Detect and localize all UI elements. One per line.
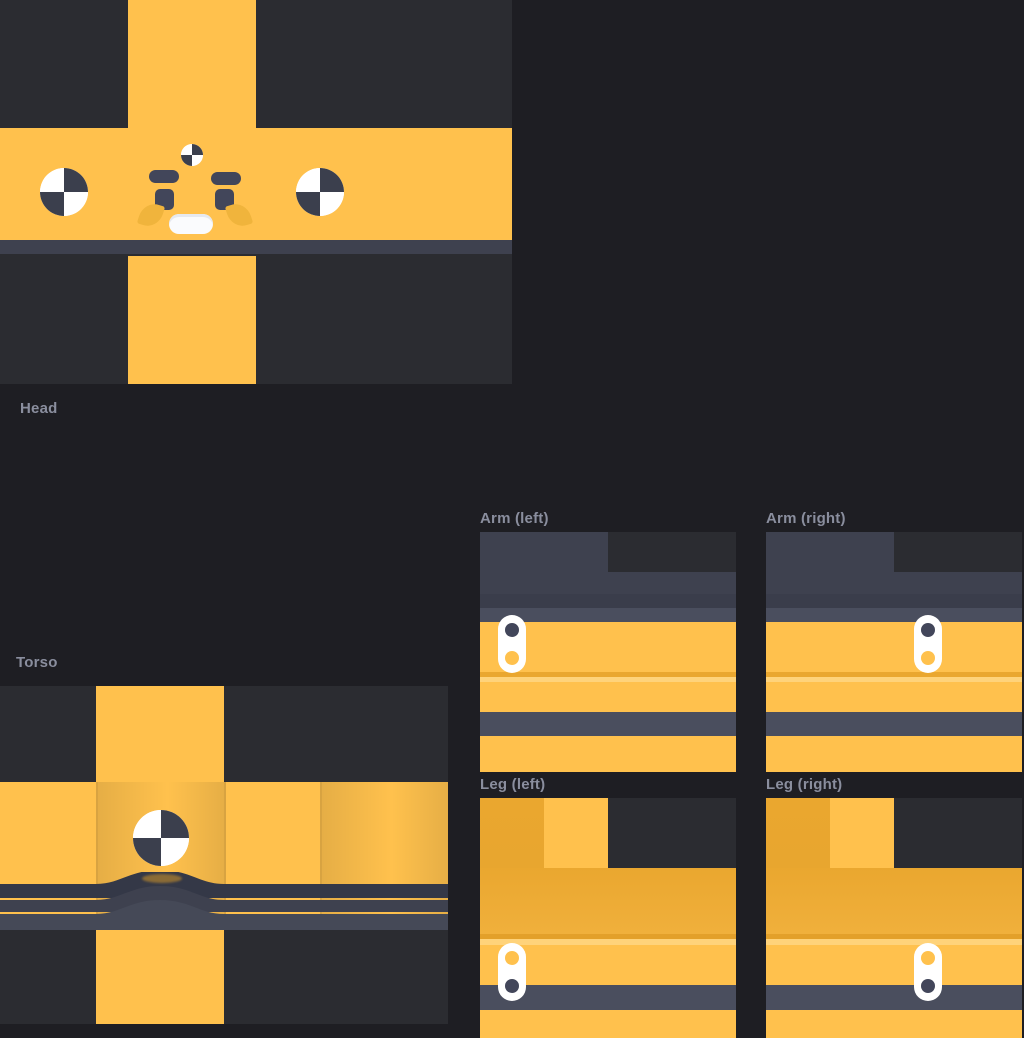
torso-panel-label: Torso — [16, 654, 58, 671]
brow-icon-left — [149, 170, 179, 183]
torso-cell-top[interactable] — [96, 686, 224, 782]
torso-wave-stripes — [0, 872, 448, 930]
arm-band-yellow-highlight[interactable] — [766, 677, 1022, 682]
leg-right-uv-panel[interactable] — [766, 798, 1022, 1038]
head-uv-panel[interactable] — [0, 0, 512, 384]
brow-icon-right — [211, 172, 241, 185]
leg-cell-corner[interactable] — [894, 798, 1022, 868]
checker-quadrant — [40, 168, 64, 192]
toggle-pill-icon[interactable] — [498, 943, 526, 1001]
leg-band-dark[interactable] — [766, 985, 1022, 1010]
head-cell-top[interactable] — [128, 0, 256, 128]
arm-band-dark-lower[interactable] — [766, 712, 1022, 736]
leg-cell-highlight[interactable] — [544, 798, 608, 868]
leg-band-thigh[interactable] — [480, 868, 736, 934]
checker-quadrant — [133, 838, 161, 866]
arm-band-dark-thin[interactable] — [480, 594, 736, 608]
leg-band-thigh[interactable] — [766, 868, 1022, 934]
torso-seam — [224, 782, 226, 930]
leg-band-highlight[interactable] — [766, 939, 1022, 945]
leg-cell-highlight[interactable] — [830, 798, 894, 868]
torso-ball-shadow — [142, 874, 182, 883]
toggle-pill-hole-top — [505, 623, 519, 637]
toggle-pill-hole-top — [505, 951, 519, 965]
leg-right-panel-label: Leg (right) — [766, 776, 843, 793]
leg-band-line[interactable] — [480, 934, 736, 939]
arm-band-yellow-3[interactable] — [766, 736, 1022, 772]
leg-band-highlight[interactable] — [480, 939, 736, 945]
leg-left-panel-label: Leg (left) — [480, 776, 546, 793]
mouth-icon — [169, 214, 213, 234]
checker-quadrant — [161, 810, 189, 838]
toggle-pill-icon[interactable] — [914, 615, 942, 673]
leg-left-uv-panel[interactable] — [480, 798, 736, 1038]
checker-quadrant — [192, 144, 203, 155]
checker-sphere-icon-right[interactable] — [296, 168, 344, 216]
arm-right-panel-label: Arm (right) — [766, 510, 846, 527]
leg-band-line[interactable] — [766, 934, 1022, 939]
arm-cell-corner[interactable] — [608, 532, 736, 572]
toggle-pill-hole-bottom — [505, 979, 519, 993]
torso-uv-panel[interactable] — [0, 686, 448, 1024]
checker-quadrant — [296, 168, 320, 192]
arm-band-dark-light[interactable] — [766, 608, 1022, 622]
checker-quadrant — [133, 810, 161, 838]
arm-band-yellow-3[interactable] — [480, 736, 736, 772]
arm-band-yellow-line[interactable] — [480, 672, 736, 677]
toggle-pill-hole-bottom — [921, 979, 935, 993]
arm-cell-corner[interactable] — [894, 532, 1022, 572]
checker-quadrant — [320, 192, 344, 216]
arm-right-uv-panel[interactable] — [766, 532, 1022, 772]
toggle-pill-icon[interactable] — [498, 615, 526, 673]
torso-seam — [96, 782, 98, 930]
leg-cell-corner[interactable] — [608, 798, 736, 868]
arm-band-yellow-1[interactable] — [766, 622, 1022, 672]
arm-band-dark-thin[interactable] — [766, 594, 1022, 608]
arm-band-yellow-2[interactable] — [766, 682, 1022, 712]
toggle-pill-hole-top — [921, 951, 935, 965]
arm-band-dark-light[interactable] — [480, 608, 736, 622]
checker-quadrant — [161, 838, 189, 866]
head-panel-label: Head — [20, 400, 58, 417]
arm-band-yellow-line[interactable] — [766, 672, 1022, 677]
checker-quadrant — [64, 192, 88, 216]
leg-band-yellow-2[interactable] — [766, 1010, 1022, 1038]
arm-band-dark-lower[interactable] — [480, 712, 736, 736]
leg-band-yellow-2[interactable] — [480, 1010, 736, 1038]
head-cell-grey-band[interactable] — [0, 240, 512, 254]
arm-band-yellow-highlight[interactable] — [480, 677, 736, 682]
checker-quadrant — [40, 192, 64, 216]
checker-quadrant — [64, 168, 88, 192]
toggle-pill-hole-top — [921, 623, 935, 637]
toggle-pill-hole-bottom — [505, 651, 519, 665]
leg-band-yellow-1[interactable] — [766, 945, 1022, 985]
checker-sphere-icon-small[interactable] — [181, 144, 203, 166]
checker-quadrant — [181, 144, 192, 155]
arm-left-panel-label: Arm (left) — [480, 510, 549, 527]
checker-quadrant — [296, 192, 320, 216]
checker-sphere-icon-torso[interactable] — [133, 810, 189, 866]
checker-quadrant — [192, 155, 203, 166]
checker-sphere-icon-left[interactable] — [40, 168, 88, 216]
toggle-pill-icon[interactable] — [914, 943, 942, 1001]
arm-band-yellow-2[interactable] — [480, 682, 736, 712]
arm-left-uv-panel[interactable] — [480, 532, 736, 772]
torso-seam — [320, 782, 322, 930]
head-cell-bottom[interactable] — [128, 256, 256, 384]
checker-quadrant — [181, 155, 192, 166]
toggle-pill-hole-bottom — [921, 651, 935, 665]
torso-cell-bottom[interactable] — [96, 930, 224, 1024]
checker-quadrant — [320, 168, 344, 192]
